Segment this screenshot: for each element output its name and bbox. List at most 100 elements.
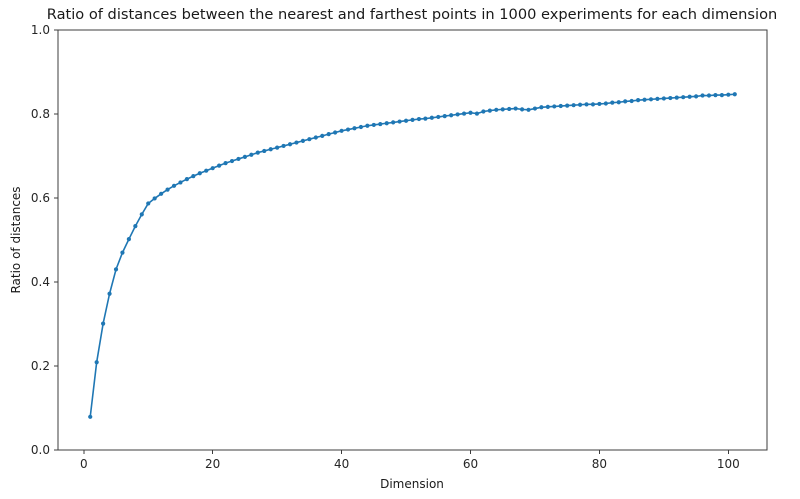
data-point (423, 116, 428, 121)
data-point (333, 130, 338, 135)
data-point (410, 117, 415, 122)
data-point (210, 166, 215, 171)
data-point (494, 107, 499, 112)
data-point (455, 112, 460, 117)
data-point (481, 109, 486, 114)
data-point (681, 95, 686, 100)
data-point (101, 321, 106, 326)
y-tick-label: 0.2 (31, 359, 50, 373)
data-point (635, 98, 641, 103)
data-point (133, 224, 138, 229)
data-point (300, 138, 306, 143)
data-point (365, 123, 370, 128)
x-tick-label: 20 (205, 457, 220, 471)
data-point (539, 105, 544, 110)
data-point (113, 267, 119, 272)
data-point (146, 201, 151, 206)
data-point (88, 414, 93, 419)
y-tick-label: 0.6 (31, 191, 50, 205)
data-point (577, 102, 583, 107)
data-point (629, 98, 634, 104)
data-point (603, 101, 608, 106)
data-point (378, 121, 383, 127)
data-point (610, 100, 615, 105)
x-tick-label: 60 (463, 457, 478, 471)
data-point (326, 132, 331, 137)
data-point (616, 100, 621, 105)
x-axis-label: Dimension (380, 477, 444, 491)
data-point (165, 187, 170, 192)
data-point (571, 103, 576, 108)
data-point (281, 143, 286, 149)
data-point (371, 122, 376, 128)
data-point (391, 120, 396, 125)
data-point (545, 104, 550, 109)
data-point (687, 94, 692, 99)
data-point (623, 99, 628, 104)
data-point (339, 128, 344, 133)
data-point (191, 174, 196, 179)
data-point (558, 103, 563, 109)
y-tick-label: 1.0 (31, 23, 50, 37)
data-point (397, 119, 402, 124)
data-point (236, 156, 241, 162)
y-tick-label: 0.8 (31, 107, 50, 121)
data-point (500, 107, 505, 112)
data-point (449, 113, 454, 118)
data-point (474, 111, 480, 116)
data-point (255, 150, 260, 155)
data-point (120, 250, 125, 255)
data-point (294, 140, 299, 145)
data-point (152, 196, 157, 201)
data-point (442, 114, 447, 119)
x-tick-label: 100 (717, 457, 740, 471)
data-point (507, 106, 512, 112)
data-point (642, 97, 647, 102)
data-point (126, 237, 131, 242)
data-point (249, 152, 254, 157)
data-point (713, 93, 718, 98)
data-point (487, 108, 492, 113)
data-point (648, 97, 654, 102)
data-point (674, 95, 679, 100)
data-point (242, 154, 248, 159)
data-point (584, 102, 589, 107)
data-point (307, 137, 312, 142)
data-point (700, 93, 705, 98)
data-point (726, 92, 731, 97)
data-point (552, 104, 557, 109)
data-point (320, 133, 325, 138)
data-point (275, 145, 280, 150)
data-point (597, 101, 602, 107)
data-point (171, 183, 177, 188)
data-point (513, 106, 518, 111)
data-point (358, 124, 364, 130)
data-point (159, 191, 164, 196)
data-point (436, 114, 441, 120)
data-point (532, 106, 538, 111)
data-point (223, 161, 228, 166)
x-tick-label: 0 (80, 457, 88, 471)
data-point (590, 102, 596, 107)
data-point (519, 107, 525, 112)
data-point (217, 163, 222, 168)
data-point (384, 121, 389, 126)
data-point (352, 126, 357, 131)
data-point (416, 116, 422, 122)
data-point (184, 177, 190, 182)
data-point (668, 95, 673, 101)
x-tick-label: 80 (592, 457, 607, 471)
data-point (178, 180, 183, 185)
data-point (732, 92, 737, 97)
data-point (655, 96, 660, 101)
x-tick-label: 40 (334, 457, 349, 471)
data-point (197, 171, 202, 176)
data-point (262, 148, 267, 154)
data-point (287, 142, 293, 147)
data-point (526, 107, 531, 112)
y-tick-label: 0.0 (31, 443, 50, 457)
data-point (345, 127, 351, 132)
data-point (139, 212, 144, 217)
data-point (694, 94, 699, 99)
